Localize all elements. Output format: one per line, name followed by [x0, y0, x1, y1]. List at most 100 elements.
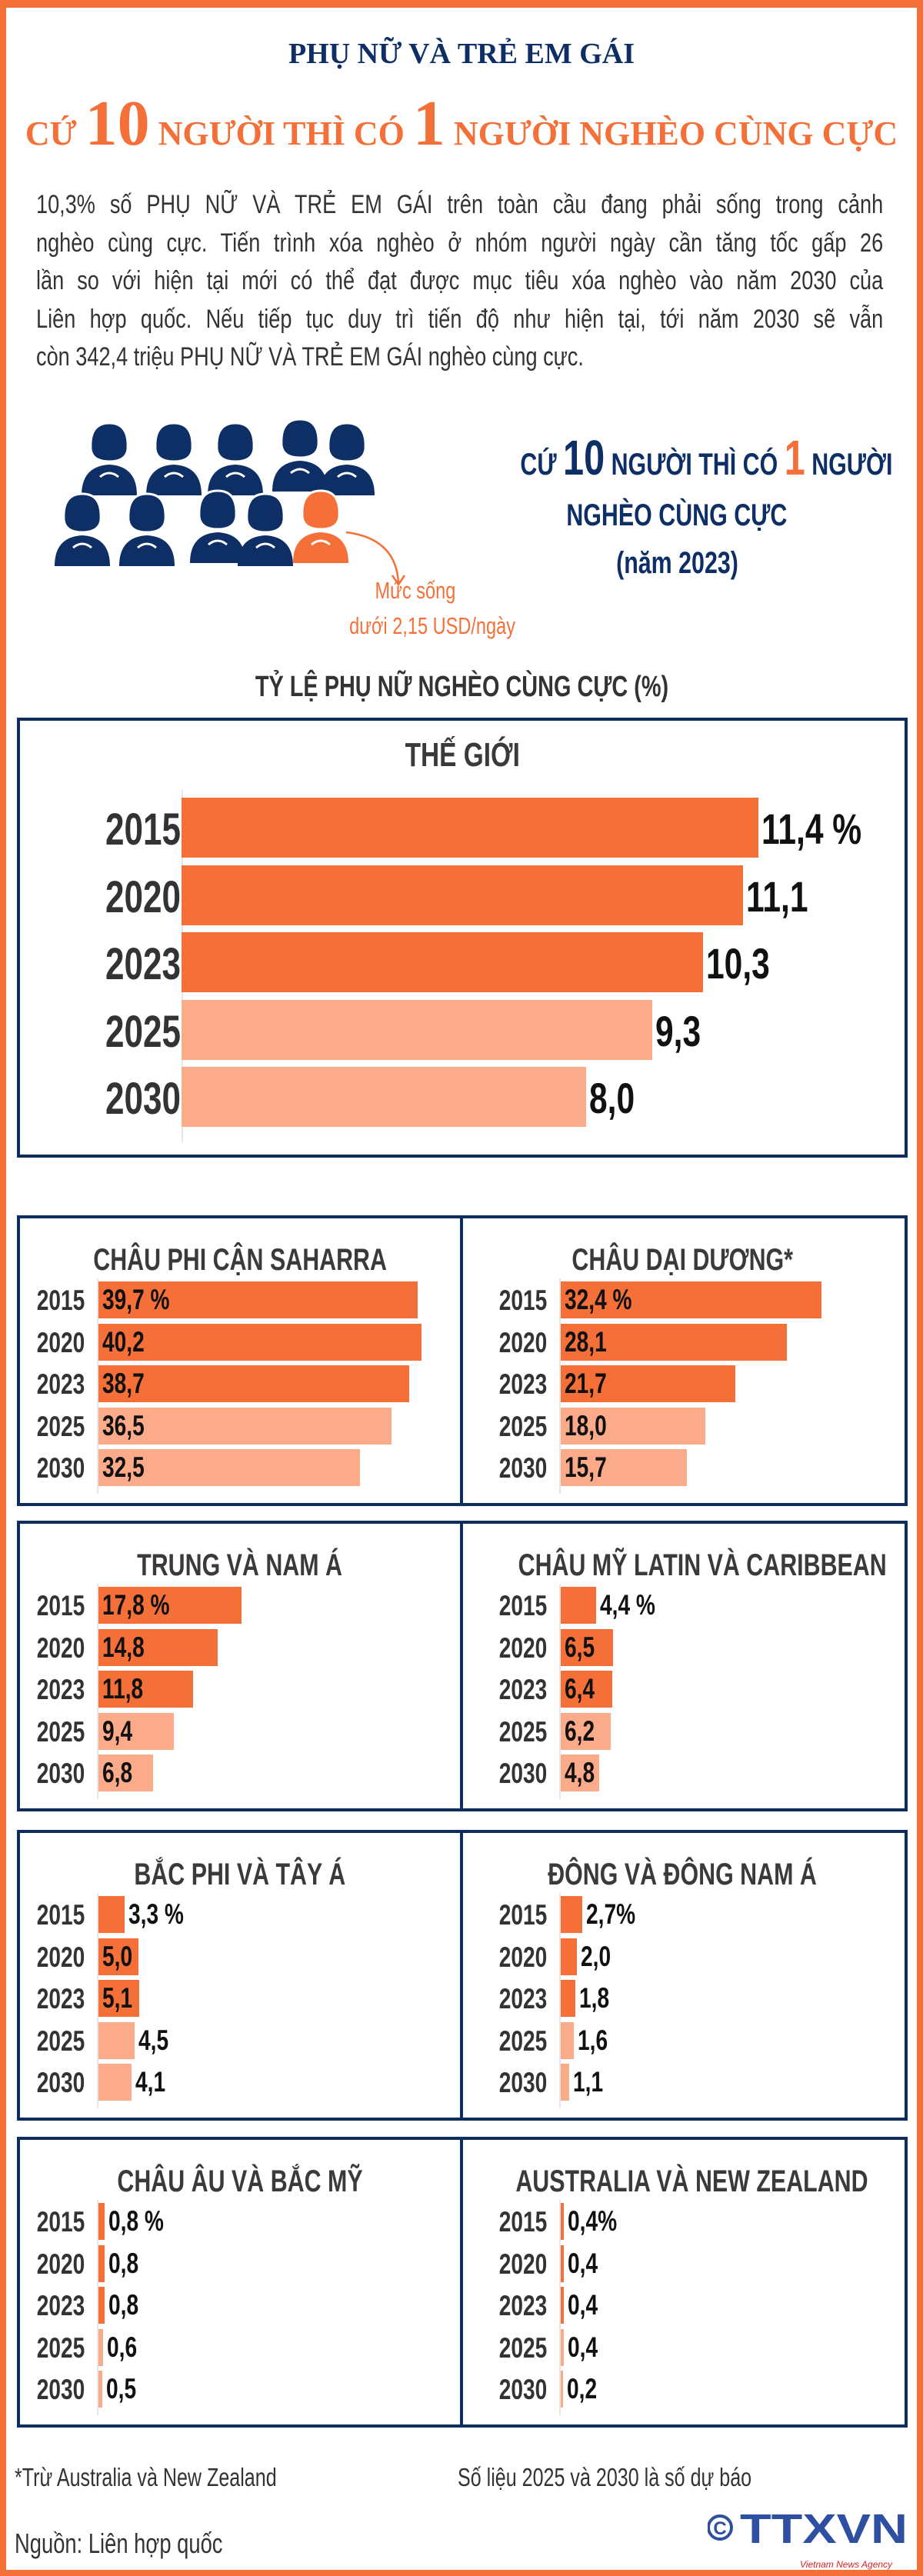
bar — [561, 2328, 565, 2366]
year-text: 2015 — [498, 2206, 547, 2238]
side-text: (năm 2023) — [615, 546, 738, 580]
value-label: 0,4 — [568, 2289, 607, 2321]
value-label: 4,5 — [138, 2024, 178, 2057]
year-label: 2015 — [20, 1285, 85, 1317]
bar — [98, 1755, 154, 1791]
bar — [561, 2064, 570, 2101]
axis-line — [559, 1584, 561, 1799]
year-text: 2025 — [498, 2024, 547, 2057]
page-title: PHỤ NỮ VÀ TRẺ EM GÁI — [0, 37, 923, 71]
chart-title-text: BẮC PHI VÀ TÂY Á — [134, 1858, 346, 1891]
chart-region: CHÂU DẠI DƯƠNG* 2015 32,4 % 2020 28,1 2023 21,… — [460, 1215, 908, 1506]
ttxvn-logo: C TTXVN Vietnam News Agency — [708, 2506, 908, 2570]
logo-tagline: Vietnam News Agency — [800, 2559, 893, 2570]
year-label: 2025 — [82, 1006, 181, 1058]
value-text: 4,1 — [135, 2066, 165, 2098]
bar — [561, 2021, 574, 2059]
value-text: 6,5 — [565, 1631, 595, 1663]
value-text: 4,5 — [138, 2024, 169, 2056]
value-label: 32,4 % — [565, 1284, 653, 1316]
value-text: 32,4 % — [565, 1284, 632, 1315]
bar — [98, 2287, 105, 2324]
year-text: 2015 — [105, 805, 182, 855]
bar — [98, 2021, 135, 2059]
value-label: 3,3 % — [128, 1898, 202, 1931]
year-text: 2020 — [36, 1941, 85, 1973]
value-label: 0,6 — [107, 2331, 146, 2364]
value-label: 4,1 — [135, 2066, 175, 2098]
value-label: 17,8 % — [102, 1589, 191, 1621]
year-label: 2030 — [20, 1452, 85, 1485]
value-label: 15,7 — [565, 1451, 620, 1484]
bar — [561, 2203, 565, 2240]
value-text: 15,7 — [565, 1451, 607, 1483]
bar — [98, 1407, 392, 1445]
value-label: 6,4 — [565, 1673, 604, 1705]
year-label: 2015 — [482, 2206, 547, 2238]
year-label: 2020 — [482, 1941, 547, 1974]
bar — [561, 1938, 577, 1975]
year-text: 2015 — [498, 1590, 547, 1621]
logo-text: TTXVN — [740, 2506, 908, 2552]
year-text: 2025 — [36, 2331, 85, 2364]
year-label: 2030 — [482, 1758, 547, 1790]
year-label: 2015 — [482, 1285, 547, 1317]
value-label: 6,8 — [102, 1757, 142, 1789]
value-text: 5,0 — [102, 1940, 133, 1972]
woman-icon — [238, 492, 293, 566]
year-text: 2023 — [105, 939, 182, 989]
year-label: 2015 — [20, 1590, 85, 1622]
axis-line — [559, 2200, 561, 2415]
bar — [98, 2244, 105, 2282]
chart-title: CHÂU PHI CẬN SAHARRA — [20, 1243, 460, 1278]
year-text: 2025 — [498, 2331, 547, 2364]
value-text: 39,7 % — [102, 1284, 170, 1315]
arrow-icon — [345, 531, 406, 587]
bar — [561, 2244, 565, 2282]
axis-line — [559, 1893, 561, 2108]
forecast-note-text: Số liệu 2025 và 2030 là số dự báo — [458, 2463, 752, 2491]
value-text: 10,3 — [705, 939, 770, 988]
footnote: *Trừ Australia và New Zealand — [15, 2463, 359, 2492]
value-text: 1,6 — [577, 2024, 608, 2056]
year-label: 2030 — [482, 1452, 547, 1485]
year-label: 2020 — [482, 1632, 547, 1665]
year-text: 2025 — [498, 1410, 547, 1442]
value-label: 18,0 — [565, 1410, 620, 1442]
value-text: 21,7 — [565, 1368, 607, 1399]
value-label: 9,3 — [655, 1006, 715, 1056]
woman-icon — [208, 422, 263, 495]
chart-world: THẾ GIỚI 2015 11,4 % 2020 11,1 2023 10,3 2025 9,… — [17, 718, 908, 1158]
bar — [561, 1671, 612, 1708]
side-line3: (năm 2023) — [462, 546, 892, 581]
year-label: 2023 — [482, 2290, 547, 2322]
intro-line: còn 342,4 triệu PHỤ NỮ VÀ TRẺ EM GÁI ngh… — [36, 342, 584, 372]
year-label: 2020 — [20, 1327, 85, 1359]
year-label: 2025 — [20, 2332, 85, 2364]
year-label: 2025 — [20, 1411, 85, 1443]
year-label: 2020 — [482, 1327, 547, 1359]
year-text: 2020 — [498, 1941, 547, 1973]
bar — [98, 1628, 218, 1666]
subtitle-part: NGƯỜI THÌ CÓ — [149, 115, 413, 152]
value-text: 11,8 — [102, 1673, 144, 1705]
year-text: 2020 — [498, 1631, 547, 1664]
side-number: 10 — [563, 430, 605, 485]
year-text: 2030 — [498, 1758, 547, 1789]
value-text: 11,1 — [746, 871, 808, 921]
year-text: 2030 — [105, 1074, 182, 1124]
value-label: 32,5 — [102, 1451, 158, 1484]
year-label: 2020 — [20, 1632, 85, 1665]
value-label: 0,8 % — [108, 2205, 182, 2238]
value-text: 18,0 — [565, 1409, 607, 1441]
value-text: 6,8 — [102, 1757, 133, 1788]
year-text: 2015 — [36, 1899, 85, 1931]
bar — [561, 1628, 613, 1666]
value-label: 0,4 — [568, 2248, 607, 2280]
bar — [561, 2287, 565, 2324]
axis-line — [97, 1893, 98, 2108]
value-text: 9,4 — [102, 1715, 133, 1747]
value-label: 0,2 — [567, 2373, 606, 2405]
bar — [98, 1938, 139, 1975]
value-text: 36,5 — [102, 1409, 145, 1441]
